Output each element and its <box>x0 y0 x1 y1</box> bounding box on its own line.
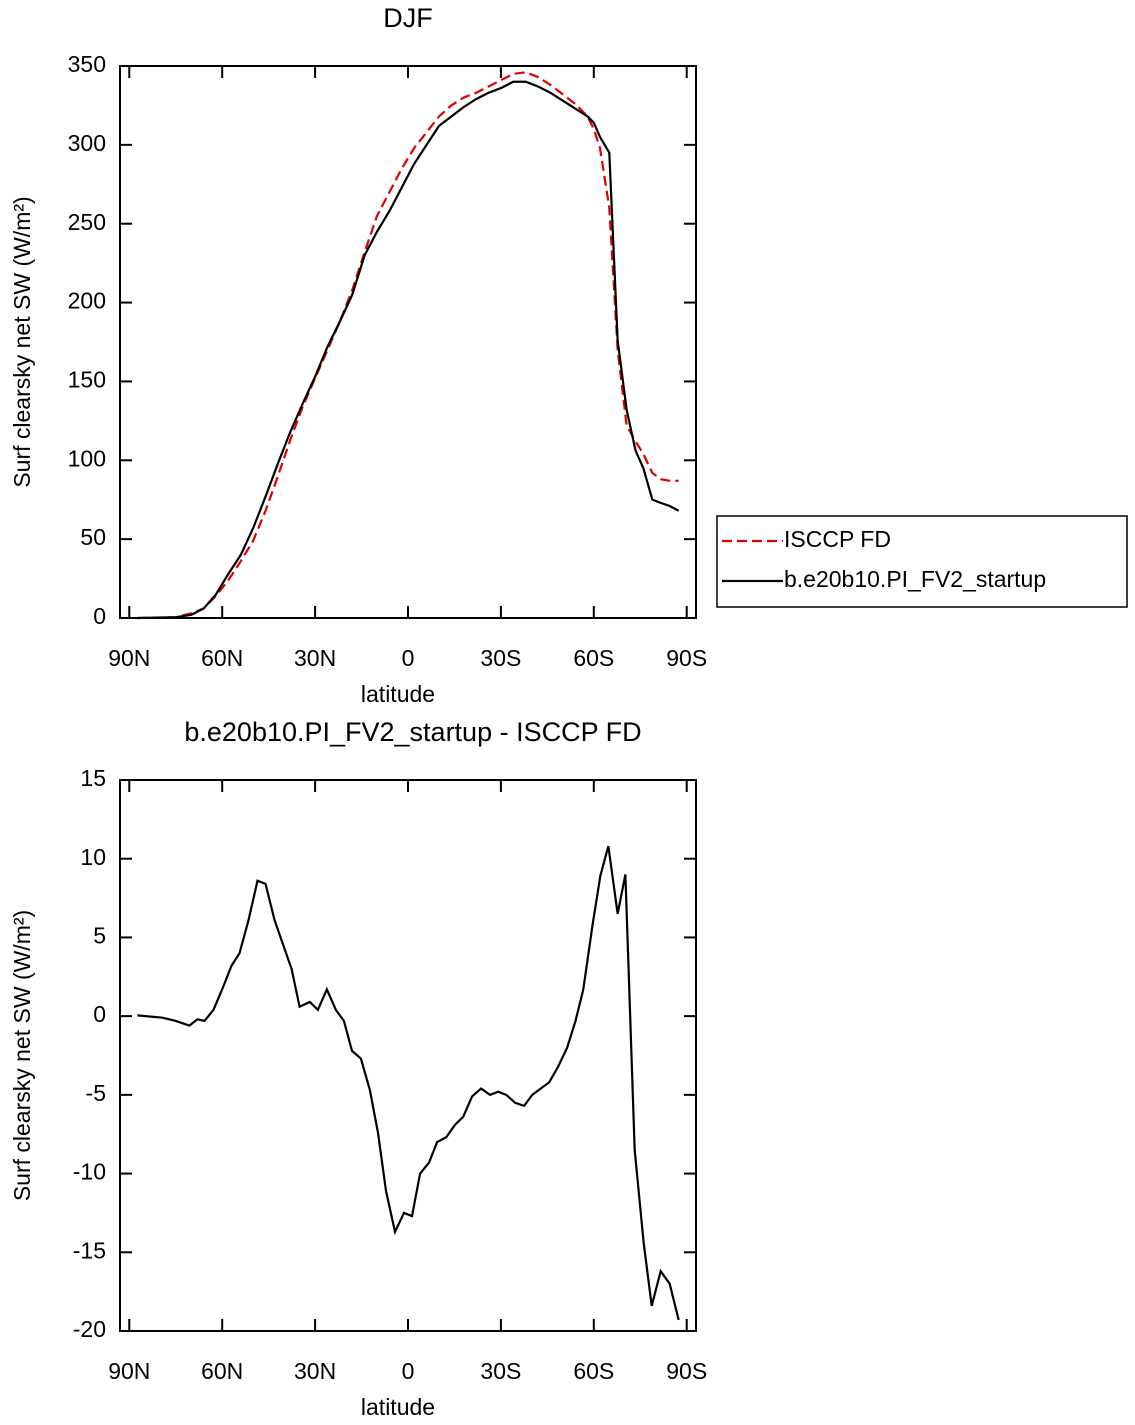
chart-title: b.e20b10.PI_FV2_startup - ISCCP FD <box>184 717 641 747</box>
y-tick-label: -20 <box>73 1316 106 1342</box>
x-tick-label: 0 <box>402 1358 415 1384</box>
legend-label: ISCCP FD <box>784 526 891 552</box>
x-tick-label: 30N <box>294 1358 336 1384</box>
data-line <box>137 71 679 620</box>
legend-label: b.e20b10.PI_FV2_startup <box>784 566 1046 592</box>
x-tick-label: 60N <box>201 645 243 671</box>
y-tick-label: 300 <box>68 130 106 156</box>
y-tick-label: 200 <box>68 288 106 314</box>
x-tick-label: 60S <box>573 645 614 671</box>
x-axis-label: latitude <box>361 681 435 707</box>
y-tick-label: 150 <box>68 367 106 393</box>
legend-box <box>716 515 1128 608</box>
x-tick-label: 30S <box>480 645 521 671</box>
y-tick-label: 250 <box>68 209 106 235</box>
y-axis-label: Surf clearsky net SW (W/m²) <box>9 910 35 1201</box>
y-tick-label: 15 <box>80 765 106 791</box>
plot-frame <box>119 65 697 619</box>
y-tick-label: 50 <box>80 524 106 550</box>
y-tick-label: 5 <box>93 923 106 949</box>
y-tick-label: -15 <box>73 1237 106 1263</box>
data-line <box>137 845 680 1321</box>
y-axis-label: Surf clearsky net SW (W/m²) <box>9 196 35 487</box>
y-tick-label: 100 <box>68 445 106 471</box>
y-tick-label: 0 <box>93 1001 106 1027</box>
x-tick-label: 60S <box>573 1358 614 1384</box>
chart-title: DJF <box>383 3 433 33</box>
y-tick-label: 0 <box>93 603 106 629</box>
x-tick-label: 90N <box>108 1358 150 1384</box>
y-tick-label: 10 <box>80 844 106 870</box>
y-tick-label: -10 <box>73 1159 106 1185</box>
data-line <box>137 80 680 620</box>
y-tick-label: -5 <box>86 1080 106 1106</box>
x-tick-label: 60N <box>201 1358 243 1384</box>
x-tick-label: 0 <box>402 645 415 671</box>
x-tick-label: 90S <box>666 1358 707 1384</box>
x-tick-label: 90S <box>666 645 707 671</box>
x-tick-label: 30S <box>480 1358 521 1384</box>
x-tick-label: 90N <box>108 645 150 671</box>
x-tick-label: 30N <box>294 645 336 671</box>
x-axis-label: latitude <box>361 1394 435 1420</box>
y-tick-label: 350 <box>68 51 106 77</box>
